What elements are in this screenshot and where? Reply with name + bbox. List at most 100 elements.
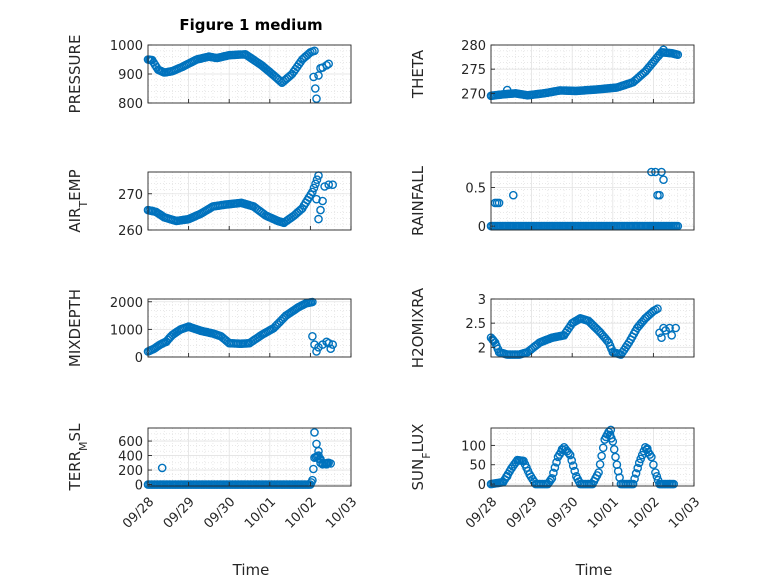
y-axis-label: RAINFALL: [409, 165, 427, 236]
data-point: [326, 344, 336, 354]
data-point: [488, 335, 498, 345]
y-tick-label: 900: [118, 68, 143, 83]
y-tick-label: 275: [461, 63, 486, 78]
data-point: [276, 77, 285, 86]
y-tick-label: 2: [478, 341, 486, 356]
data-point: [568, 461, 578, 471]
y-tick-label: 200: [118, 464, 143, 479]
axes-box: [490, 44, 695, 104]
y-tick-label: 50: [469, 459, 486, 474]
data-point: [567, 456, 577, 465]
data-point: [502, 471, 512, 481]
y-axis-label: H2OMIXRA: [409, 287, 427, 368]
subplot-3: 260 270 AIRTEMP: [66, 169, 352, 239]
data-point: [314, 214, 323, 224]
data-point: [673, 50, 683, 60]
data-point: [324, 59, 334, 69]
y-tick-label: 600: [118, 435, 143, 450]
data-point: [310, 428, 319, 437]
data-point: [657, 333, 666, 343]
subplot-6: 2 2.5 3 H2OMIXRA: [409, 287, 695, 368]
data-point: [324, 338, 334, 348]
data-point: [308, 187, 317, 197]
y-tick-label: 0.5: [465, 181, 486, 196]
y-axis-label: THETA: [409, 49, 427, 99]
data-point: [547, 473, 557, 483]
data-point: [643, 444, 652, 453]
data-point: [308, 331, 317, 341]
data-point: [651, 468, 660, 477]
data-point: [157, 463, 167, 473]
series-markers: [486, 304, 681, 359]
data-point: [494, 198, 504, 208]
axes-box: [490, 171, 695, 231]
data-point: [631, 469, 641, 478]
y-tick-label: 0: [478, 478, 486, 493]
series-markers: [143, 46, 334, 103]
data-point: [669, 479, 679, 489]
y-axis-label: MIXDEPTH: [66, 289, 84, 367]
data-point: [606, 425, 616, 435]
data-point: [652, 471, 662, 481]
data-point: [552, 457, 561, 467]
axes-box: [147, 171, 352, 231]
data-point: [659, 323, 668, 333]
data-point: [326, 459, 336, 468]
y-axis-label: PRESSURE: [66, 35, 84, 114]
data-point: [557, 444, 567, 454]
y-label-main: SUN: [409, 459, 427, 491]
y-tick-label: 0: [135, 479, 143, 494]
x-axis-label-right: Time: [575, 561, 613, 579]
axes-box: [147, 298, 352, 358]
series-markers: [486, 425, 679, 489]
data-point: [320, 182, 329, 191]
data-point: [308, 475, 317, 485]
y-tick-label: 260: [118, 224, 143, 239]
y-tick-label: 280: [461, 39, 486, 54]
y-label-tail: SL: [66, 423, 84, 442]
data-point: [328, 180, 338, 189]
data-point: [636, 454, 646, 464]
data-point: [312, 347, 321, 356]
data-point: [508, 190, 518, 200]
y-label-main: THETA: [409, 49, 427, 99]
y-tick-label: 100: [461, 439, 486, 454]
data-point: [595, 459, 605, 469]
data-point: [647, 452, 656, 462]
data-point: [311, 179, 320, 189]
y-label-main: PRESSURE: [66, 35, 84, 114]
data-point: [565, 450, 575, 460]
data-point: [310, 84, 320, 93]
series-markers: [143, 171, 338, 228]
data-point: [309, 72, 318, 82]
data-point: [564, 448, 573, 458]
y-label-main: TERR: [66, 451, 84, 492]
data-point: [161, 337, 171, 347]
subplot-2: 270 275 280 THETA: [409, 39, 695, 104]
data-point: [608, 437, 618, 446]
y-tick-label: 0: [478, 220, 486, 235]
data-point: [570, 466, 580, 476]
y-tick-label: 270: [461, 87, 486, 102]
data-point: [649, 460, 658, 470]
data-point: [671, 323, 681, 333]
y-tick-label: 1000: [110, 39, 143, 54]
y-tick-label: 400: [118, 450, 143, 465]
y-label-main: H2OMIXRA: [409, 287, 427, 368]
subplot-1: 800 900 1000 PRESSURE: [66, 35, 352, 114]
data-point: [630, 474, 639, 484]
data-point: [628, 479, 638, 489]
series-markers: [486, 45, 683, 101]
data-point: [502, 85, 512, 95]
data-point: [597, 451, 606, 461]
data-point: [322, 459, 331, 469]
data-point: [653, 304, 662, 314]
series-markers: [143, 297, 338, 356]
data-point: [655, 190, 664, 200]
y-tick-label: 1000: [110, 323, 143, 338]
y-tick-label: 0: [135, 351, 143, 366]
data-point: [609, 444, 619, 454]
data-point: [322, 61, 331, 70]
y-tick-label: 2000: [110, 296, 143, 311]
